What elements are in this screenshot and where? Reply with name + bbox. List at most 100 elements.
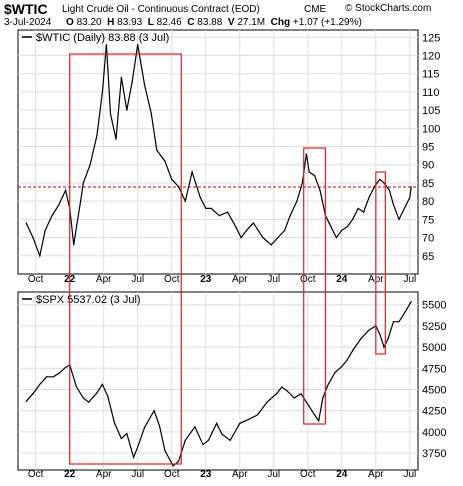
data-point	[383, 346, 385, 348]
data-point	[65, 366, 67, 369]
data-point	[266, 401, 268, 403]
x-tick-label: Jul	[131, 274, 144, 285]
data-point	[387, 338, 389, 340]
data-point	[308, 405, 310, 408]
x-tick-label: Apr	[96, 469, 112, 480]
data-point	[289, 215, 291, 217]
data-point	[409, 303, 411, 305]
data-point	[177, 185, 180, 188]
y-tick-label: 65	[422, 251, 434, 263]
data-point	[107, 395, 109, 397]
data-point	[82, 182, 84, 184]
change-label: Chg	[270, 17, 291, 28]
exchange-label: CME	[304, 4, 327, 15]
data-point	[172, 465, 174, 467]
data-point	[207, 439, 210, 441]
data-point	[143, 84, 146, 86]
x-tick-label: 24	[336, 274, 348, 285]
data-point	[235, 226, 237, 228]
volume-value: 27.1M	[237, 17, 266, 28]
x-tick-label: 24	[336, 469, 348, 480]
legend-label: $WTIC (Daily) 83.88 (3 Jul)	[36, 32, 169, 44]
data-point	[240, 236, 242, 239]
x-tick-label: Jul	[267, 274, 280, 285]
chart-header: $WTIC Light Crude Oil - Continuous Contr…	[0, 0, 463, 30]
data-point	[392, 204, 395, 206]
y-tick-label: 4000	[422, 427, 446, 439]
highlight-box	[303, 147, 327, 425]
data-point	[379, 333, 381, 335]
data-point	[341, 365, 343, 368]
y-tick-label: 95	[422, 142, 434, 154]
data-point	[334, 371, 336, 374]
data-point	[150, 113, 152, 115]
data-point	[65, 189, 67, 191]
y-tick-label: 120	[422, 50, 440, 62]
y-tick-label: 75	[422, 214, 434, 226]
x-tick-label: Oct	[300, 274, 316, 285]
y-tick-label: 110	[422, 87, 440, 99]
y-tick-label: 4250	[422, 406, 446, 418]
data-point	[322, 397, 324, 399]
data-point	[101, 383, 103, 385]
data-point	[388, 189, 391, 191]
brand-watermark: © StockCharts.com	[345, 3, 432, 14]
data-point	[296, 200, 298, 202]
data-point	[346, 359, 348, 361]
y-tick-label: 70	[422, 233, 434, 245]
data-point	[281, 386, 283, 388]
data-point	[105, 43, 108, 46]
data-point	[341, 229, 343, 231]
highlight-box	[69, 53, 182, 465]
x-tick-label: Jul	[403, 469, 416, 480]
data-point	[275, 393, 278, 395]
data-point	[308, 171, 310, 173]
y-tick-label: 85	[422, 178, 434, 190]
x-tick-label: 23	[200, 274, 212, 285]
data-point	[120, 438, 123, 440]
high-label: H	[107, 17, 115, 28]
data-point	[44, 229, 46, 231]
data-point	[352, 349, 354, 352]
data-point	[25, 222, 27, 224]
data-point	[126, 432, 128, 435]
data-point	[218, 215, 220, 217]
data-point	[25, 400, 27, 402]
data-point	[39, 255, 41, 257]
data-point	[293, 397, 295, 399]
data-point	[410, 186, 412, 188]
data-point	[115, 138, 117, 140]
data-point	[248, 418, 250, 420]
data-point	[184, 439, 186, 441]
data-point	[226, 211, 229, 213]
data-point	[131, 80, 133, 82]
y-tick-label: 105	[422, 105, 440, 117]
y-tick-label: 5250	[422, 321, 446, 333]
data-point	[39, 383, 41, 385]
data-point	[319, 189, 321, 191]
data-point	[156, 149, 158, 151]
data-point	[256, 414, 259, 416]
data-point	[126, 109, 128, 111]
data-point	[194, 426, 196, 428]
instrument-name: Light Crude Oil - Continuous Contract (E…	[62, 4, 260, 15]
x-tick-label: 22	[64, 469, 76, 480]
data-point	[277, 236, 279, 239]
data-point	[270, 244, 272, 246]
data-point	[75, 386, 78, 388]
data-point	[158, 425, 161, 427]
quote-date: 3-Jul-2024	[4, 17, 52, 28]
y-tick-label: 80	[422, 196, 434, 208]
data-point	[164, 449, 166, 452]
data-point	[96, 392, 98, 394]
data-point	[79, 200, 82, 202]
data-point	[403, 312, 405, 314]
data-point	[52, 376, 54, 378]
data-point	[346, 226, 348, 228]
plot-area	[17, 29, 419, 275]
data-point	[177, 460, 180, 463]
data-point	[398, 218, 400, 220]
y-tick-label: 5500	[422, 300, 446, 312]
data-point	[403, 207, 405, 210]
